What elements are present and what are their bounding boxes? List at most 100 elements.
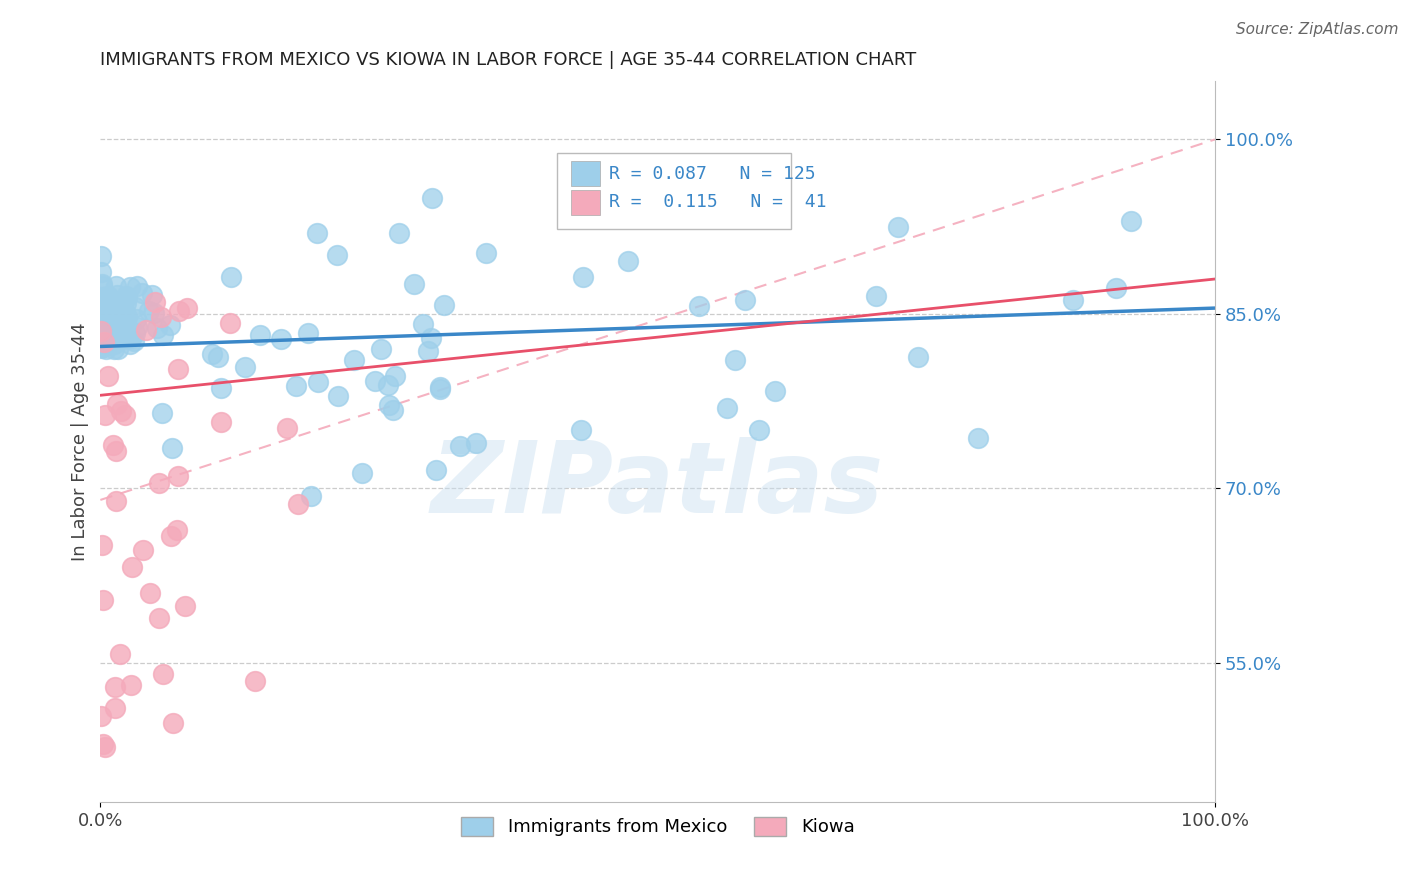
Point [114, 313, 136, 327]
Text: Source: ZipAtlas.com: Source: ZipAtlas.com [1236, 22, 1399, 37]
Point [724, 353, 747, 368]
Point [96, 309, 118, 323]
Point [352, 466, 374, 480]
Point [748, 423, 770, 437]
Point [103, 321, 125, 335]
Point [96, 292, 118, 306]
Point [90, 265, 112, 279]
Point [135, 323, 157, 337]
Point [475, 246, 498, 260]
Text: R = 0.087   N = 125: R = 0.087 N = 125 [609, 165, 815, 183]
Point [167, 361, 190, 376]
Point [402, 277, 425, 291]
Point [174, 599, 197, 613]
Point [90, 334, 112, 349]
Point [104, 700, 127, 714]
Point [108, 303, 131, 318]
Point [110, 404, 132, 418]
Point [734, 293, 756, 307]
Point [343, 352, 366, 367]
Point [90, 249, 112, 263]
Point [93, 334, 115, 349]
Point [152, 327, 174, 342]
Point [617, 254, 640, 268]
Point [307, 375, 329, 389]
Point [120, 331, 142, 345]
FancyBboxPatch shape [571, 161, 599, 186]
Point [297, 326, 319, 340]
Point [112, 293, 135, 308]
Point [425, 463, 447, 477]
Point [125, 319, 148, 334]
Text: IMMIGRANTS FROM MEXICO VS KIOWA IN LABOR FORCE | AGE 35-44 CORRELATION CHART: IMMIGRANTS FROM MEXICO VS KIOWA IN LABOR… [100, 51, 917, 69]
Point [101, 306, 124, 320]
Point [209, 415, 232, 429]
Point [416, 344, 439, 359]
Point [122, 334, 145, 348]
Point [301, 489, 323, 503]
Point [1121, 214, 1143, 228]
Point [219, 316, 242, 330]
Y-axis label: In Labor Force | Age 35-44: In Labor Force | Age 35-44 [72, 323, 89, 561]
Point [115, 289, 138, 303]
Point [125, 278, 148, 293]
Point [94, 342, 117, 356]
Point [152, 667, 174, 681]
Point [90, 311, 112, 326]
Point [716, 401, 738, 416]
Point [1104, 281, 1126, 295]
Point [91, 304, 114, 318]
Point [377, 377, 399, 392]
Point [90, 324, 112, 338]
Point [114, 408, 136, 422]
Point [93, 306, 115, 320]
Point [104, 494, 127, 508]
Point [276, 420, 298, 434]
Point [688, 299, 710, 313]
Point [101, 438, 124, 452]
Point [143, 295, 166, 310]
Point [138, 304, 160, 318]
Point [125, 312, 148, 326]
Point [110, 332, 132, 346]
Point [104, 299, 127, 313]
Point [131, 286, 153, 301]
Point [91, 296, 114, 310]
Point [97, 318, 120, 333]
Point [307, 226, 329, 240]
Point [412, 318, 434, 332]
Point [162, 715, 184, 730]
Point [108, 647, 131, 661]
Point [124, 326, 146, 340]
Point [98, 311, 121, 326]
Point [160, 441, 183, 455]
Point [90, 709, 112, 723]
Point [249, 327, 271, 342]
Point [433, 297, 456, 311]
Point [378, 398, 401, 412]
Point [370, 342, 392, 356]
Point [91, 592, 114, 607]
Point [159, 318, 181, 332]
FancyBboxPatch shape [571, 190, 599, 215]
Point [115, 310, 138, 325]
Point [287, 497, 309, 511]
Point [233, 360, 256, 375]
Point [104, 320, 127, 334]
Point [94, 408, 117, 422]
Point [91, 335, 114, 350]
Point [150, 406, 173, 420]
Point [143, 306, 166, 320]
Point [363, 374, 385, 388]
Point [94, 331, 117, 345]
Point [284, 379, 307, 393]
Point [97, 306, 120, 320]
Point [98, 312, 121, 326]
Point [572, 269, 595, 284]
Point [384, 368, 406, 383]
Point [1062, 293, 1084, 307]
Point [887, 219, 910, 234]
Point [93, 302, 115, 317]
Point [907, 351, 929, 365]
Point [97, 368, 120, 383]
